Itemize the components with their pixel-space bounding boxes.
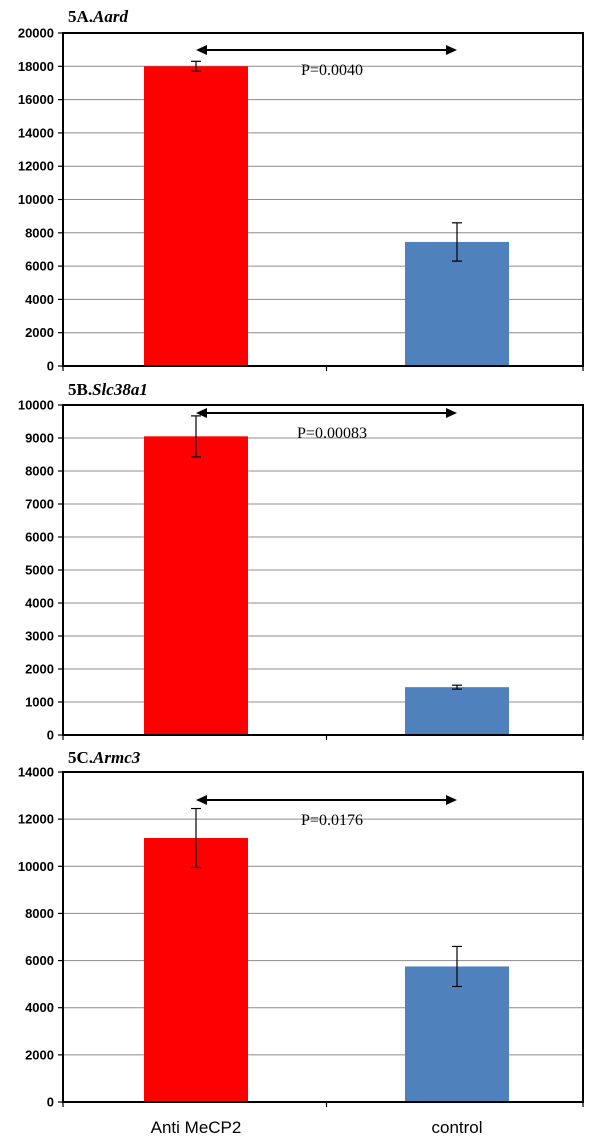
y-tick-label: 8000	[25, 225, 54, 240]
y-tick-label: 10000	[18, 192, 54, 207]
p-value-annotation: P=0.00083	[297, 425, 367, 442]
y-tick-label: 14000	[18, 765, 54, 780]
bar-anti-mecp2	[144, 838, 248, 1102]
y-tick-label: 10000	[18, 398, 54, 413]
arrowhead-right	[446, 45, 457, 55]
y-tick-label: 2000	[25, 325, 54, 340]
y-tick-label: 4000	[25, 596, 54, 611]
arrowhead-left	[196, 408, 207, 418]
plot-frame	[62, 771, 584, 1103]
y-tick-label: 8000	[25, 464, 54, 479]
bar-anti-mecp2	[144, 66, 248, 367]
y-tick-label: 12000	[18, 812, 54, 827]
y-tick-label: 6000	[25, 530, 54, 545]
y-tick-label: 2000	[25, 662, 54, 677]
arrowhead-right	[446, 795, 457, 805]
p-value-annotation: P=0.0040	[301, 62, 363, 79]
panel-title: 5C.Armc3	[68, 748, 141, 767]
arrowhead-right	[446, 408, 457, 418]
y-tick-label: 10000	[18, 859, 54, 874]
panel-title: 5A.Aard	[68, 7, 128, 26]
y-tick-label: 0	[47, 359, 54, 374]
y-tick-label: 20000	[18, 26, 54, 41]
panel-5c: 0 2000 4000 6000 8000 10000 12000 14000 5C.Armc3…	[18, 748, 584, 1110]
arrowhead-left	[196, 45, 207, 55]
bar-anti-mecp2	[144, 436, 248, 735]
y-tick-label: 8000	[25, 906, 54, 921]
y-tick-label: 0	[47, 728, 54, 743]
y-tick-label: 6000	[25, 953, 54, 968]
y-tick-label: 1000	[25, 695, 54, 710]
x-axis-labels: Anti MeCP2 control	[151, 1118, 483, 1137]
y-tick-label: 12000	[18, 159, 54, 174]
y-tick-label: 7000	[25, 497, 54, 512]
x-label-anti-mecp2: Anti MeCP2	[151, 1118, 242, 1137]
y-tick-label: 6000	[25, 259, 54, 274]
y-tick-label: 5000	[25, 563, 54, 578]
y-tick-label: 16000	[18, 92, 54, 107]
bar-control	[405, 966, 509, 1102]
y-tick-label: 4000	[25, 292, 54, 307]
x-label-control: control	[431, 1118, 482, 1137]
panel-5b: 0 1000 2000 3000 4000 5000 6000 7000 8000 9000 100…	[18, 380, 584, 743]
panel-5a: 0 2000 4000 6000 8000 10000 12000 14000 16000 180…	[18, 7, 584, 374]
y-tick-label: 0	[47, 1095, 54, 1110]
arrowhead-left	[196, 795, 207, 805]
bar-control	[405, 241, 509, 366]
y-tick-label: 14000	[18, 125, 54, 140]
panel-title: 5B.Slc38a1	[68, 380, 148, 399]
p-value-annotation: P=0.0176	[301, 812, 363, 829]
y-tick-label: 2000	[25, 1047, 54, 1062]
y-tick-label: 18000	[18, 59, 54, 74]
y-tick-label: 3000	[25, 629, 54, 644]
y-tick-label: 9000	[25, 431, 54, 446]
bar-control	[405, 687, 509, 735]
y-tick-label: 4000	[25, 1000, 54, 1015]
